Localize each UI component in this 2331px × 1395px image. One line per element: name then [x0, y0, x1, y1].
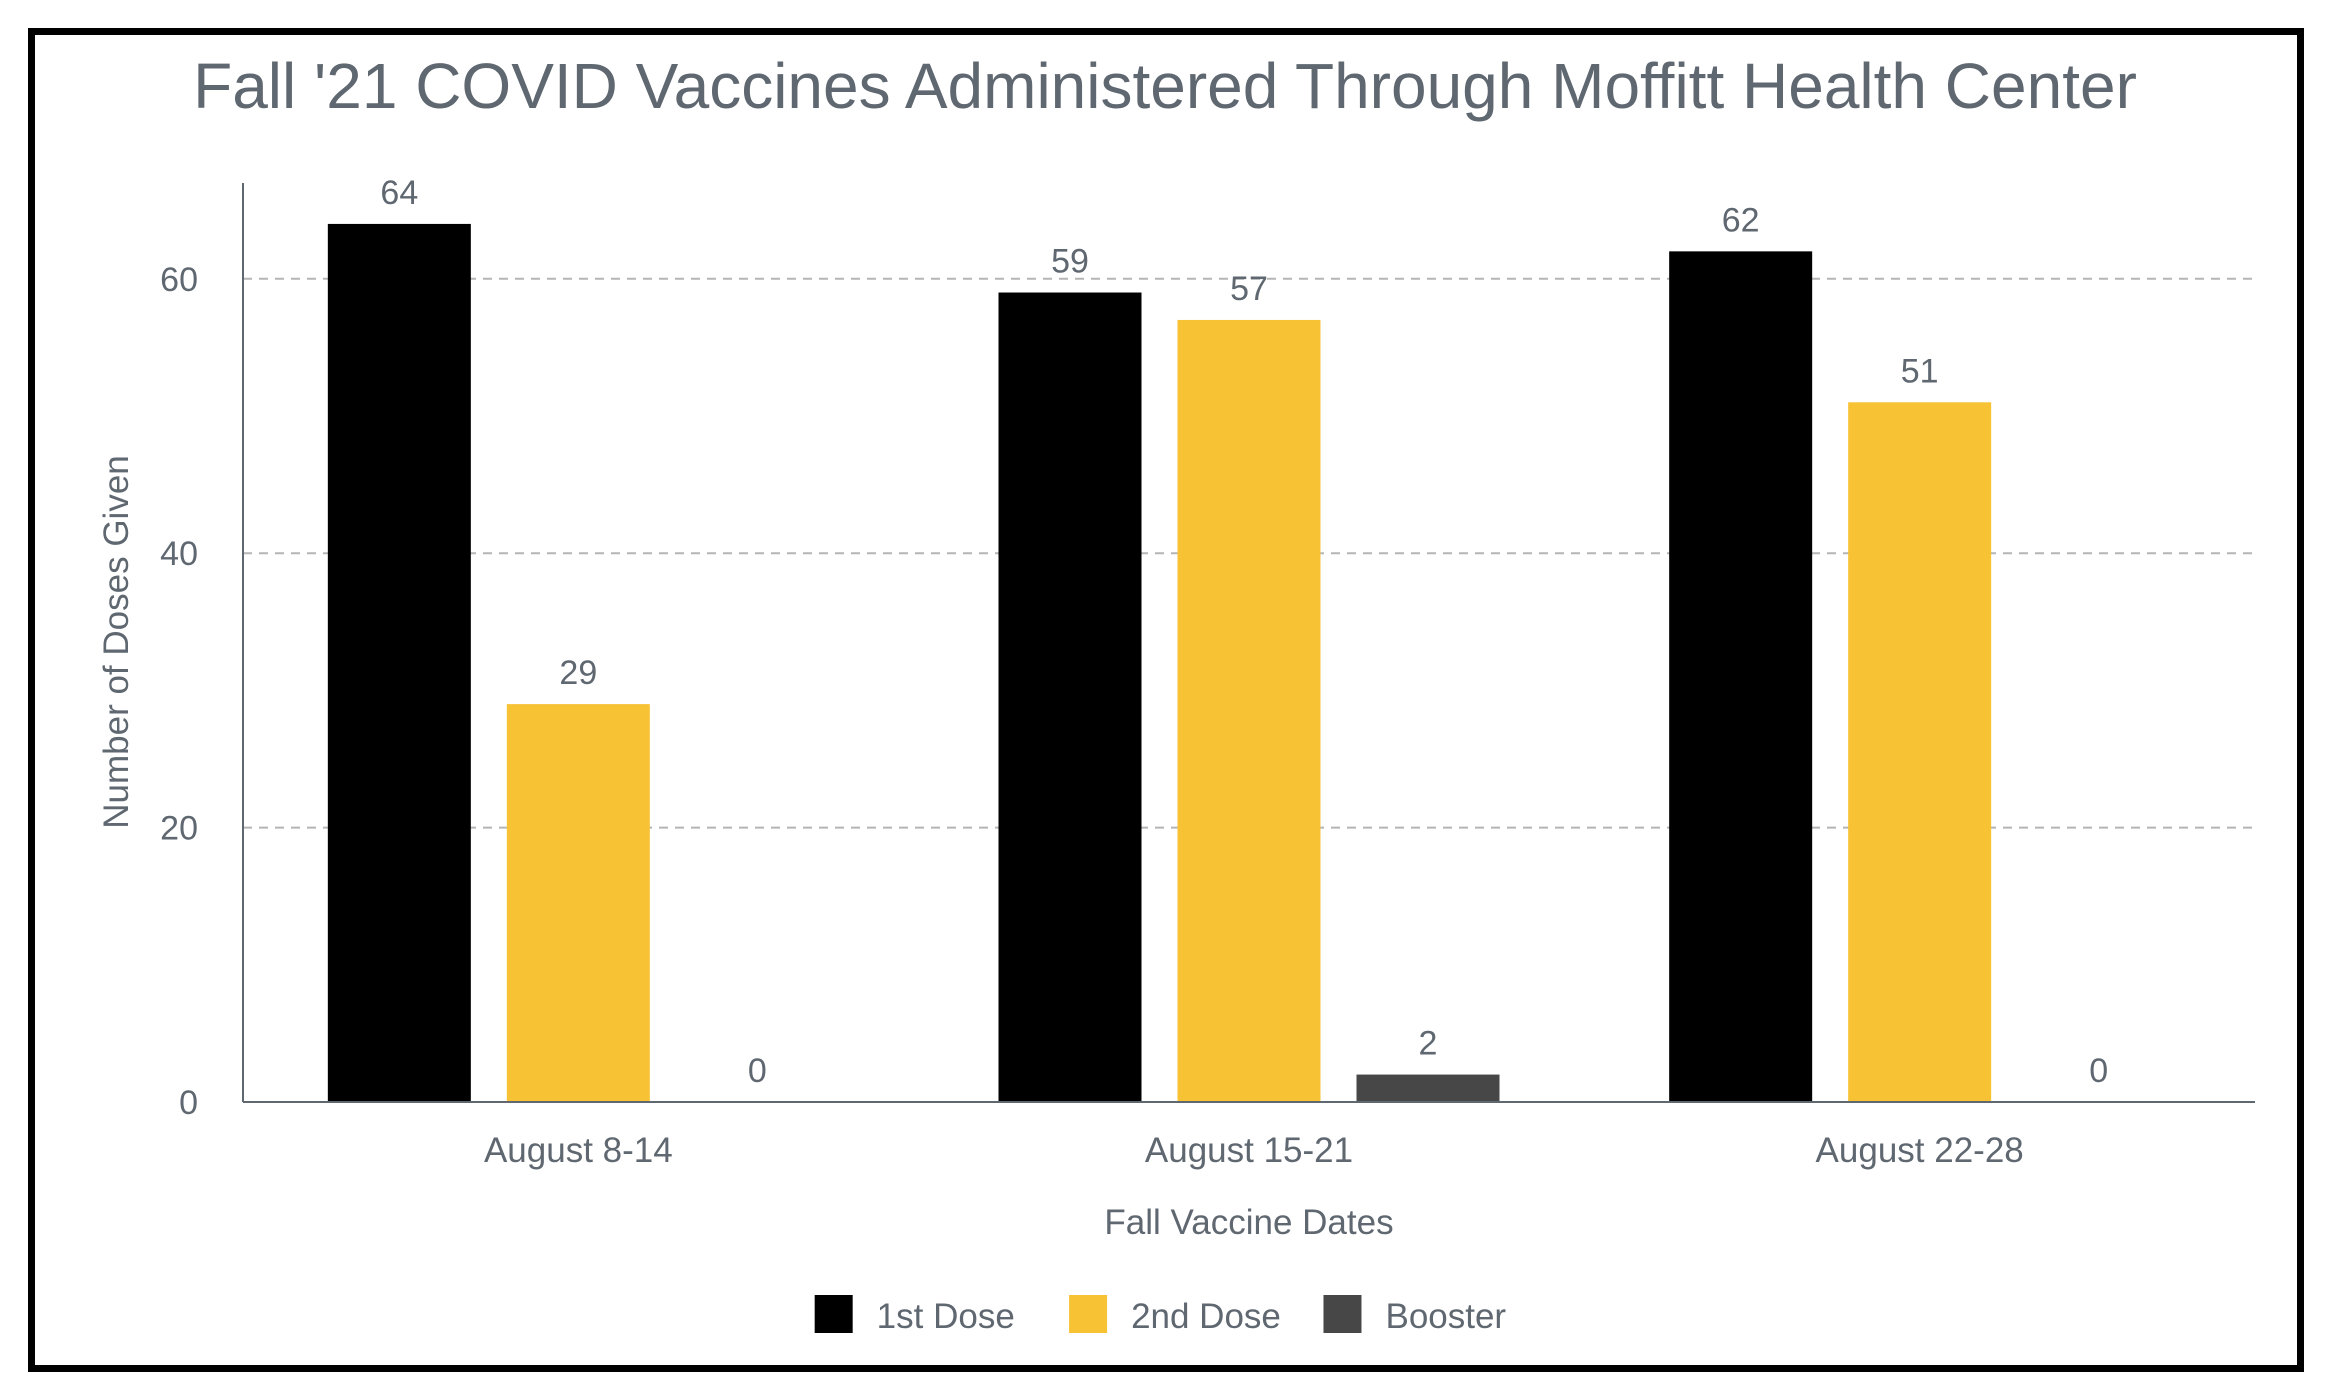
bar: [1669, 251, 1813, 1103]
legend-swatch: [1069, 1295, 1108, 1333]
bar: [506, 704, 650, 1102]
x-axis-title: Fall Vaccine Dates: [1104, 1203, 1393, 1242]
data-label: 59: [1051, 243, 1089, 281]
bars: [327, 223, 1992, 1103]
bar: [1356, 1074, 1500, 1102]
bar: [1848, 402, 1992, 1102]
data-label: 2: [1419, 1025, 1438, 1063]
y-tick-label: 20: [160, 810, 198, 848]
y-axis-title: Number of Doses Given: [97, 455, 136, 828]
legend: 1st Dose 2nd Dose Booster: [814, 1295, 1506, 1336]
data-label: 64: [380, 174, 418, 212]
chart-title: Fall '21 COVID Vaccines Administered Thr…: [193, 50, 2137, 122]
data-labels: 64 29 0 59 57 2 62 51 0: [380, 174, 2108, 1090]
data-label: 51: [1901, 352, 1939, 390]
legend-label: Booster: [1385, 1297, 1506, 1336]
bar: [1177, 319, 1321, 1103]
legend-label: 1st Dose: [877, 1297, 1015, 1336]
legend-swatch: [814, 1295, 853, 1333]
x-tick-label: August 22-28: [1816, 1131, 2024, 1170]
data-label: 0: [748, 1052, 767, 1090]
x-tick-label: August 8-14: [484, 1131, 673, 1170]
y-tick-label: 60: [160, 261, 198, 299]
y-tick-label: 40: [160, 535, 198, 573]
bar: [998, 292, 1142, 1102]
data-label: 57: [1230, 270, 1268, 308]
y-tick-labels: 0 20 40 60: [160, 261, 198, 1122]
bar: [327, 223, 471, 1103]
x-tick-labels: August 8-14 August 15-21 August 22-28: [484, 1131, 2024, 1170]
legend-swatch: [1323, 1295, 1362, 1333]
y-tick-label: 0: [179, 1084, 198, 1122]
legend-label: 2nd Dose: [1131, 1297, 1281, 1336]
data-label: 62: [1722, 201, 1760, 239]
data-label: 0: [2089, 1052, 2108, 1090]
data-label: 29: [559, 654, 597, 692]
x-tick-label: August 15-21: [1145, 1131, 1353, 1170]
